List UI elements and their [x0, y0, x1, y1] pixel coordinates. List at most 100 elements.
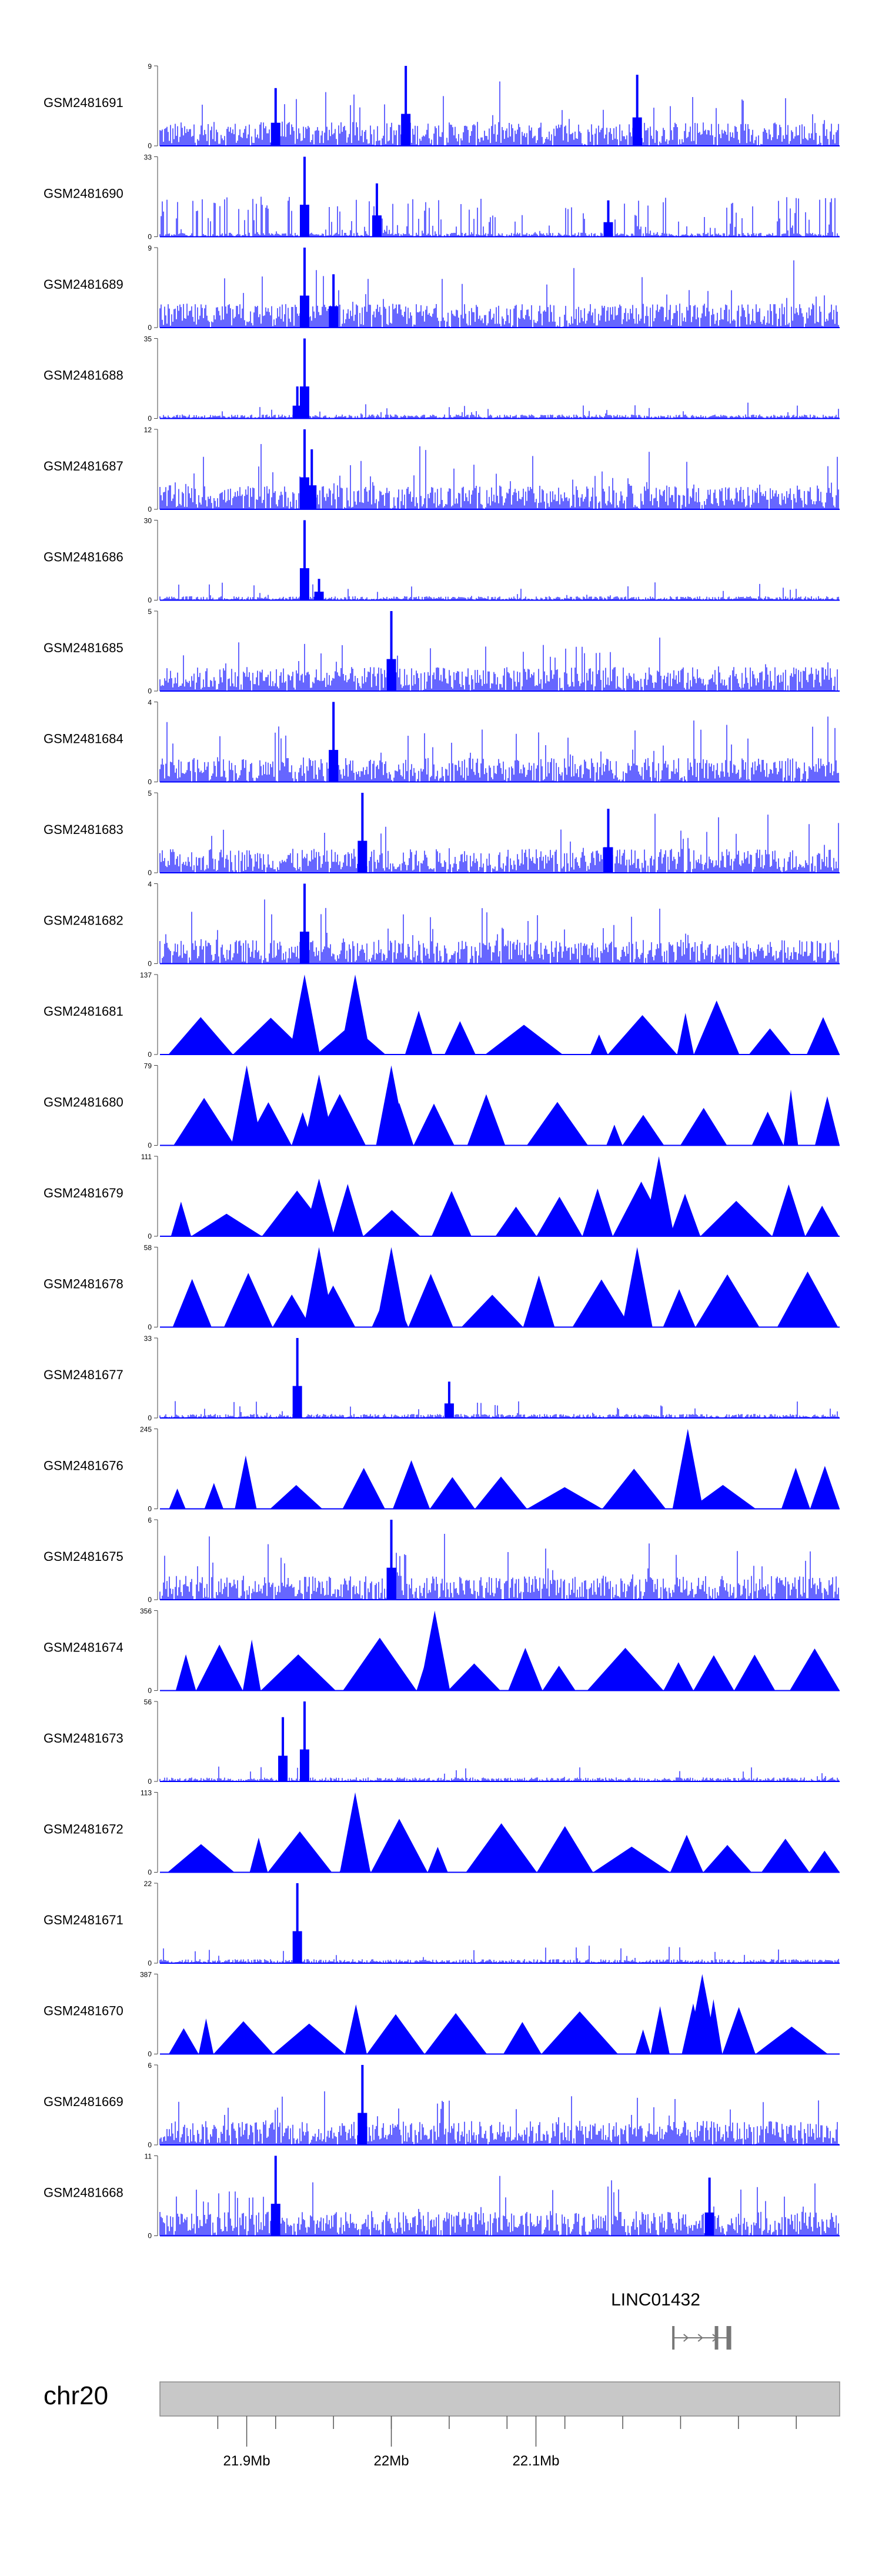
track-GSM2481673: GSM2481673 56 0 [44, 1698, 840, 1786]
signal-peak [303, 1074, 335, 1146]
track-label: GSM2481678 [44, 1277, 123, 1292]
signal [159, 2155, 839, 2236]
signal-bar [722, 2007, 756, 2054]
y-max-label: 12 [144, 426, 152, 434]
signal-bar [204, 1483, 223, 1509]
signal [171, 1156, 839, 1236]
signal [168, 1792, 840, 1873]
signal-bar [690, 1484, 756, 1509]
signal-bar [772, 1184, 806, 1236]
signal-bar [213, 2021, 273, 2054]
signal-bars [159, 260, 839, 328]
signal-bars [159, 899, 839, 964]
signal-peak [376, 1065, 407, 1146]
signal-peak-shoulder [292, 1386, 302, 1418]
signal-bar [196, 1644, 243, 1691]
y-min-label: 0 [148, 1505, 152, 1513]
signal-bars [159, 1534, 839, 1600]
strand-arrow [712, 2334, 718, 2342]
signal-bar [700, 1200, 773, 1236]
signal [175, 1610, 840, 1691]
signal-bar [173, 1097, 235, 1146]
signal [159, 1701, 839, 1781]
signal-bar [235, 1455, 257, 1509]
track-GSM2481684: GSM2481684 4 0 [44, 699, 840, 786]
signal-peak [303, 1247, 335, 1327]
signal-bars [159, 444, 839, 509]
axis-ticks: 21.9Mb 22Mb 22.1Mb [217, 2416, 797, 2469]
signal-peak [303, 156, 306, 237]
signal-peak [405, 66, 407, 146]
y-min-label: 0 [148, 960, 152, 968]
strand-arrow [697, 2334, 703, 2342]
signal-peak [447, 1382, 450, 1418]
signal-bar [777, 1271, 838, 1327]
track-GSM2481683: GSM2481683 5 0 [44, 789, 840, 877]
signal-bar [467, 1094, 506, 1146]
y-max-label: 9 [148, 244, 152, 252]
signal [159, 1883, 839, 1963]
signal-peak [282, 1717, 285, 1781]
signal-bar [523, 1275, 555, 1327]
signal-bar [693, 1655, 734, 1691]
y-max-label: 245 [140, 1426, 152, 1434]
signal-bar [790, 1648, 840, 1691]
signal-bar [168, 1844, 235, 1873]
track-label: GSM2481691 [44, 95, 123, 110]
track-GSM2481681: GSM2481681 137 0 [44, 971, 840, 1059]
y-min-label: 0 [148, 778, 152, 786]
track-label: GSM2481675 [44, 1549, 123, 1564]
signal-bar [694, 1000, 740, 1055]
signal-peak [643, 1156, 674, 1236]
track-label: GSM2481689 [44, 277, 123, 292]
signal-peak-shoulder [603, 222, 613, 237]
coverage-tracks: GSM248169190GSM2481690330GSM248168990GSM… [44, 62, 840, 2240]
signal-peak [332, 702, 335, 782]
signal-bars [159, 1766, 839, 1781]
y-max-label: 58 [144, 1244, 152, 1252]
signal-bar [503, 2021, 542, 2054]
y-min-label: 0 [148, 1142, 152, 1150]
signal [173, 1065, 840, 1146]
track-GSM2481689: GSM2481689 9 0 [44, 244, 840, 332]
track-label: GSM2481677 [44, 1367, 123, 1382]
y-min-label: 0 [148, 415, 152, 423]
signal [159, 156, 839, 237]
signal-bar [536, 1196, 583, 1236]
y-max-label: 5 [148, 789, 152, 798]
signal-bar [622, 1115, 664, 1146]
signal-bar [475, 1476, 527, 1509]
signal-bar [249, 1837, 268, 1873]
signal-peak [361, 793, 364, 873]
signal-bar [593, 1846, 670, 1873]
signal-peak [390, 1520, 393, 1600]
signal [168, 975, 840, 1055]
track-GSM2481688: GSM2481688 35 0 [44, 335, 840, 423]
signal [159, 702, 839, 782]
signal-bar [168, 1017, 233, 1055]
signal-peak-shoulder [270, 2204, 280, 2236]
signal-bar [432, 1191, 472, 1236]
signal-peak [607, 809, 610, 873]
track-label: GSM2481690 [44, 186, 123, 201]
track-label: GSM2481684 [44, 732, 123, 746]
signal-peak [318, 579, 320, 600]
y-max-label: 4 [148, 699, 152, 707]
signal-peak [303, 883, 306, 964]
signal-bar [272, 1294, 311, 1327]
track-label: GSM2481674 [44, 1640, 123, 1655]
signal-bar [427, 1847, 448, 1873]
signal-bar [680, 1107, 727, 1146]
signal-bar [413, 1103, 455, 1146]
y-max-label: 11 [145, 2153, 152, 2161]
signal-bar [223, 1273, 273, 1327]
track-label: GSM2481687 [44, 459, 123, 473]
signal [172, 1247, 838, 1327]
signal-bar [268, 1831, 332, 1873]
signal-peak [310, 449, 313, 509]
track-GSM2481668: GSM2481668 11 0 [44, 2153, 840, 2240]
signal-peak-shoulder [632, 117, 642, 146]
signal-bar [191, 1213, 262, 1236]
signal-bar [270, 1485, 323, 1509]
signal-bar [749, 1028, 791, 1055]
